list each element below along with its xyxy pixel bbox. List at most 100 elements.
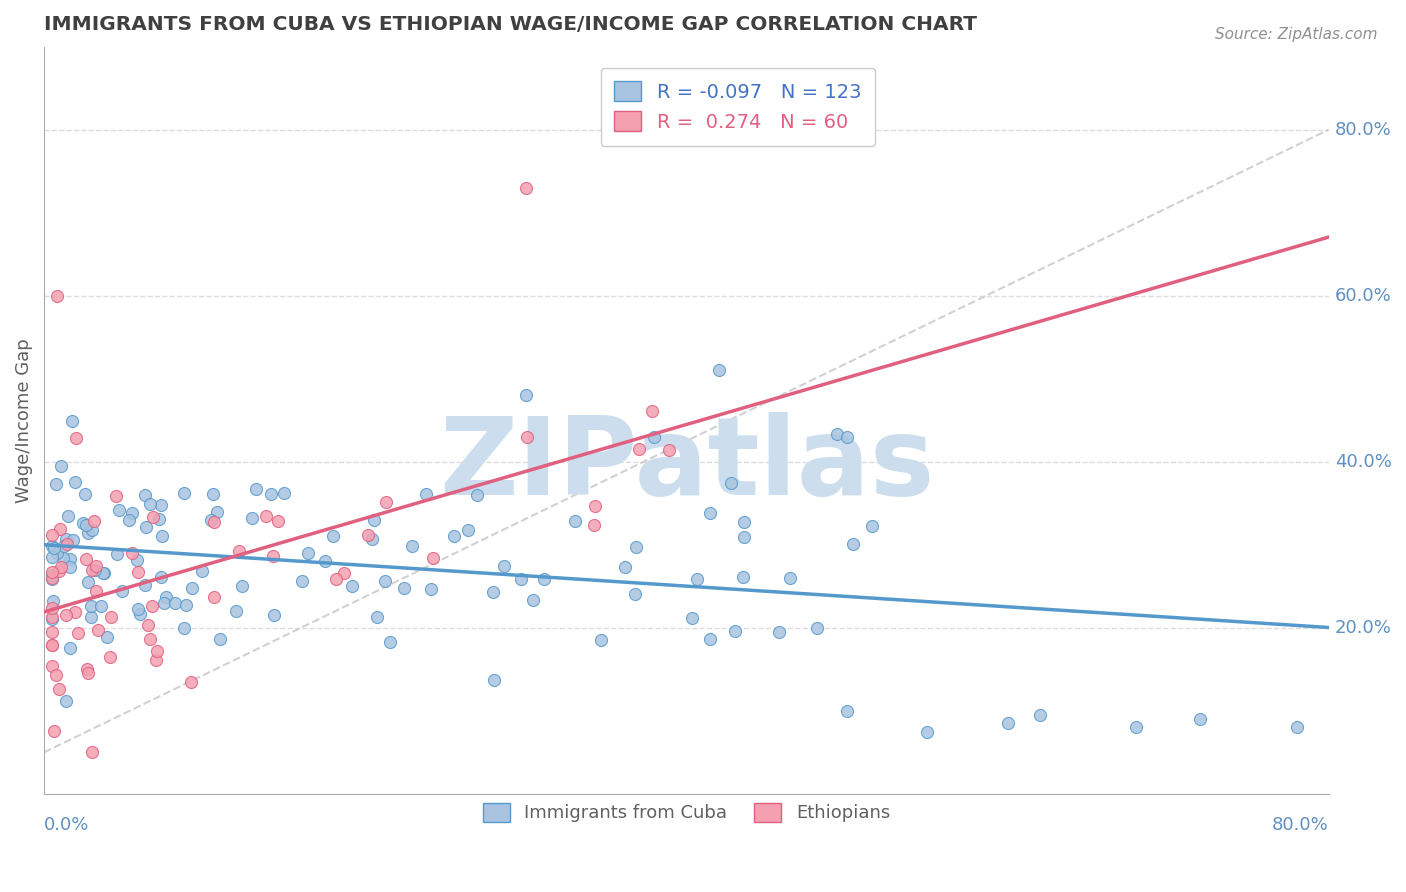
Point	[515, 181, 537, 195]
Point	[724, 624, 747, 638]
Point	[779, 570, 801, 584]
Point	[835, 430, 858, 444]
Point	[443, 529, 465, 543]
Point	[41, 638, 63, 652]
Point	[83, 514, 105, 528]
Point	[153, 596, 176, 610]
Point	[48, 564, 70, 578]
Point	[72, 516, 94, 531]
Point	[76, 518, 98, 533]
Point	[77, 665, 100, 680]
Point	[262, 549, 284, 564]
Point	[1189, 712, 1212, 726]
Point	[415, 487, 437, 501]
Point	[733, 530, 755, 544]
Point	[533, 573, 555, 587]
Point	[127, 565, 149, 579]
Point	[41, 568, 63, 582]
Point	[65, 431, 87, 445]
Point	[333, 566, 356, 581]
Point	[225, 604, 247, 618]
Point	[46, 289, 69, 303]
Point	[342, 580, 364, 594]
Point	[41, 600, 63, 615]
Point	[325, 572, 347, 586]
Point	[720, 476, 742, 491]
Point	[60, 414, 83, 428]
Point	[80, 745, 103, 759]
Point	[360, 532, 382, 546]
Point	[125, 553, 148, 567]
Point	[245, 482, 267, 496]
Point	[67, 626, 90, 640]
Point	[150, 569, 173, 583]
Point	[55, 694, 77, 708]
Point	[516, 430, 538, 444]
Point	[84, 584, 107, 599]
Text: 80.0%: 80.0%	[1336, 120, 1392, 138]
Point	[564, 514, 586, 528]
Point	[77, 574, 100, 589]
Point	[522, 593, 544, 607]
Point	[1285, 720, 1308, 734]
Point	[915, 724, 938, 739]
Point	[45, 477, 67, 491]
Point	[202, 590, 225, 604]
Point	[55, 533, 77, 547]
Y-axis label: Wage/Income Gap: Wage/Income Gap	[15, 338, 32, 502]
Point	[191, 564, 214, 578]
Point	[322, 529, 344, 543]
Point	[378, 635, 401, 649]
Point	[515, 388, 537, 402]
Point	[63, 605, 86, 619]
Point	[481, 585, 503, 599]
Point	[63, 475, 86, 490]
Point	[41, 624, 63, 639]
Point	[41, 528, 63, 542]
Point	[422, 550, 444, 565]
Point	[155, 590, 177, 604]
Point	[228, 543, 250, 558]
Point	[997, 716, 1019, 731]
Point	[91, 566, 114, 580]
Point	[90, 599, 112, 613]
Point	[202, 515, 225, 529]
Point	[509, 573, 531, 587]
Text: 80.0%: 80.0%	[1272, 816, 1329, 834]
Point	[699, 632, 721, 646]
Point	[366, 610, 388, 624]
Point	[48, 682, 70, 697]
Point	[145, 653, 167, 667]
Point	[374, 574, 396, 588]
Point	[356, 528, 378, 542]
Point	[121, 546, 143, 560]
Point	[254, 509, 277, 524]
Point	[465, 488, 488, 502]
Point	[75, 551, 97, 566]
Point	[291, 574, 314, 588]
Point	[146, 644, 169, 658]
Point	[41, 549, 63, 564]
Point	[104, 489, 127, 503]
Point	[148, 512, 170, 526]
Point	[260, 487, 283, 501]
Point	[121, 506, 143, 520]
Point	[42, 541, 65, 555]
Point	[139, 632, 162, 647]
Point	[42, 723, 65, 738]
Point	[641, 404, 664, 418]
Point	[733, 569, 755, 583]
Text: 20.0%: 20.0%	[1336, 619, 1392, 637]
Point	[59, 552, 82, 566]
Point	[135, 520, 157, 534]
Point	[59, 559, 82, 574]
Point	[41, 572, 63, 586]
Point	[401, 539, 423, 553]
Point	[658, 442, 681, 457]
Point	[627, 442, 650, 457]
Point	[84, 558, 107, 573]
Point	[150, 529, 173, 543]
Point	[699, 506, 721, 520]
Point	[263, 608, 285, 623]
Point	[96, 630, 118, 644]
